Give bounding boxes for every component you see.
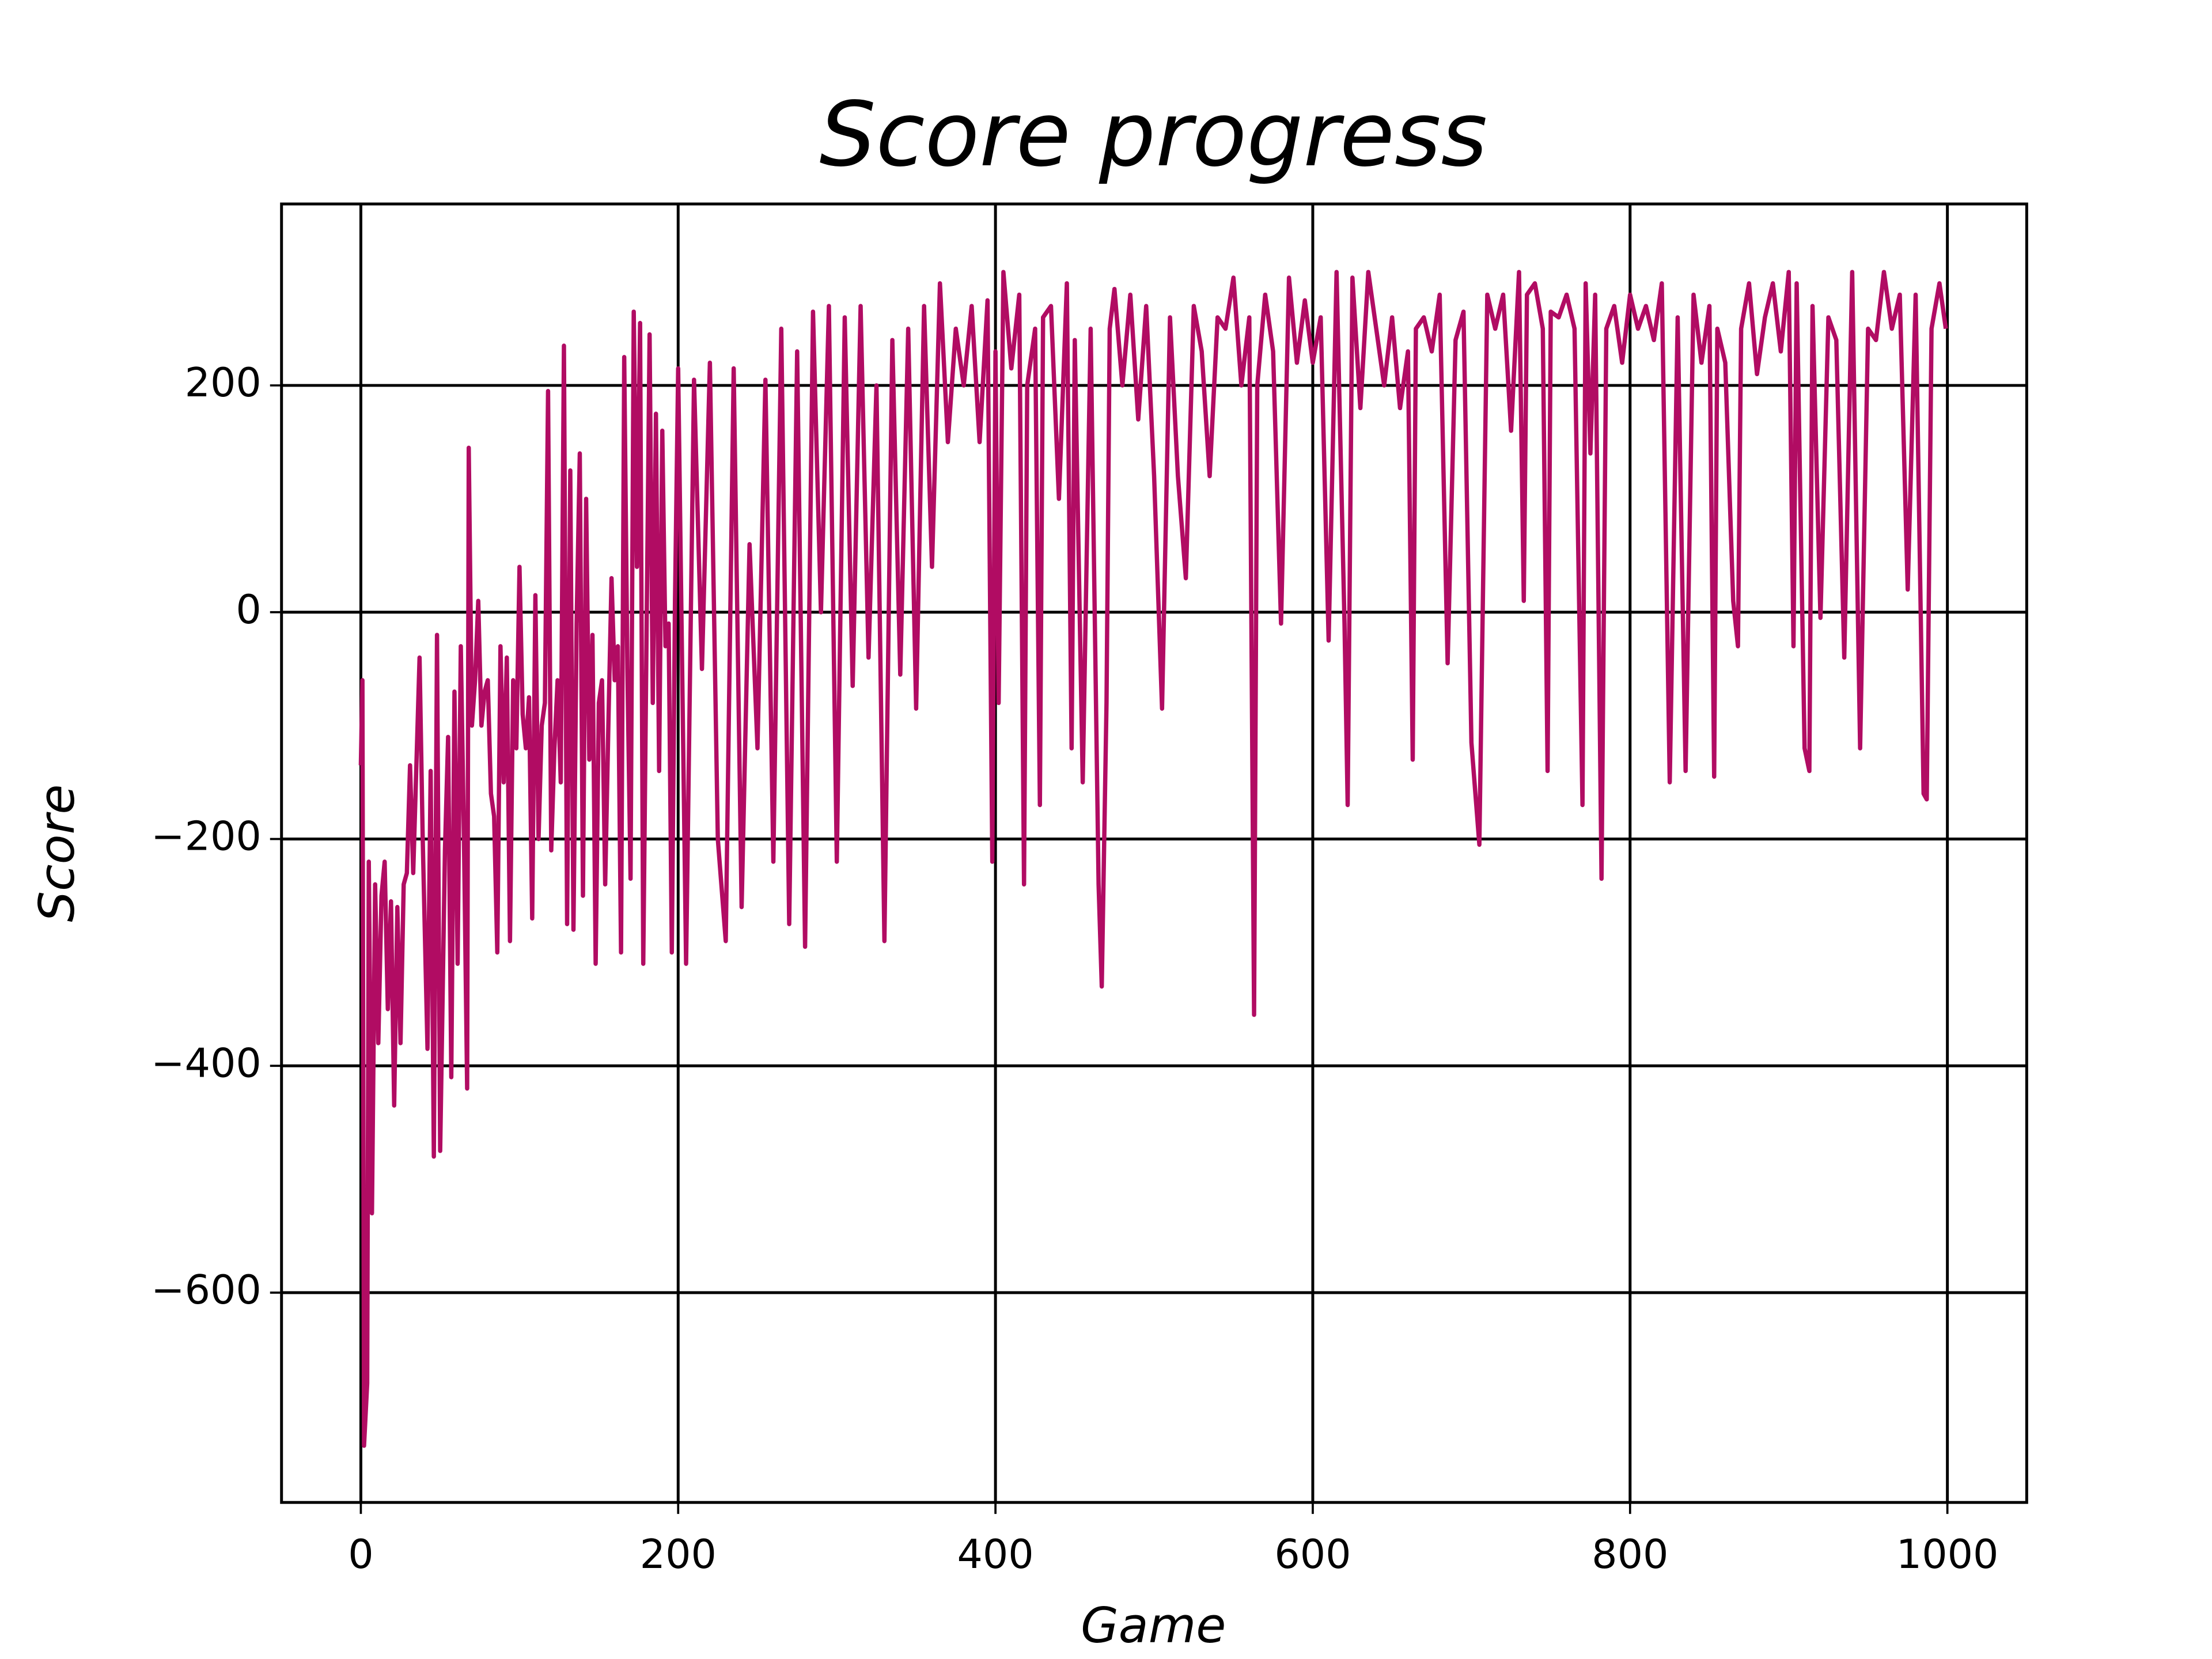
- x-tick-label: 0: [348, 1531, 373, 1578]
- x-tick-label: 200: [640, 1531, 717, 1578]
- y-axis-label: Score: [28, 785, 85, 922]
- chart-title: Score progress: [820, 84, 1488, 187]
- y-tick-label: 200: [185, 359, 262, 406]
- data-line: [358, 270, 1948, 1448]
- x-tick-label: 1000: [1896, 1531, 1999, 1578]
- y-tick-label: −200: [151, 813, 262, 860]
- x-axis-label: Game: [1081, 1597, 1226, 1654]
- y-tick-label: −600: [151, 1267, 262, 1313]
- x-tick-label: 600: [1274, 1531, 1351, 1578]
- plot-frame: [280, 202, 2028, 1504]
- y-tick-label: 0: [236, 586, 261, 633]
- x-tick-label: 400: [957, 1531, 1033, 1578]
- y-tick-label: −400: [151, 1040, 262, 1086]
- x-tick-label: 800: [1592, 1531, 1668, 1578]
